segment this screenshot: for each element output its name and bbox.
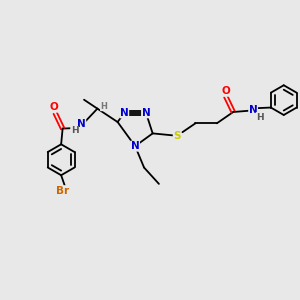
Text: N: N: [249, 105, 257, 115]
Text: S: S: [173, 131, 181, 141]
Text: O: O: [221, 86, 230, 96]
Text: N: N: [131, 141, 140, 151]
Text: O: O: [49, 102, 58, 112]
Text: N: N: [142, 108, 150, 118]
Text: H: H: [256, 112, 264, 122]
Text: Br: Br: [56, 186, 69, 196]
Text: H: H: [100, 102, 107, 111]
Text: N: N: [77, 119, 86, 129]
Text: N: N: [120, 108, 129, 118]
Text: H: H: [71, 126, 78, 135]
